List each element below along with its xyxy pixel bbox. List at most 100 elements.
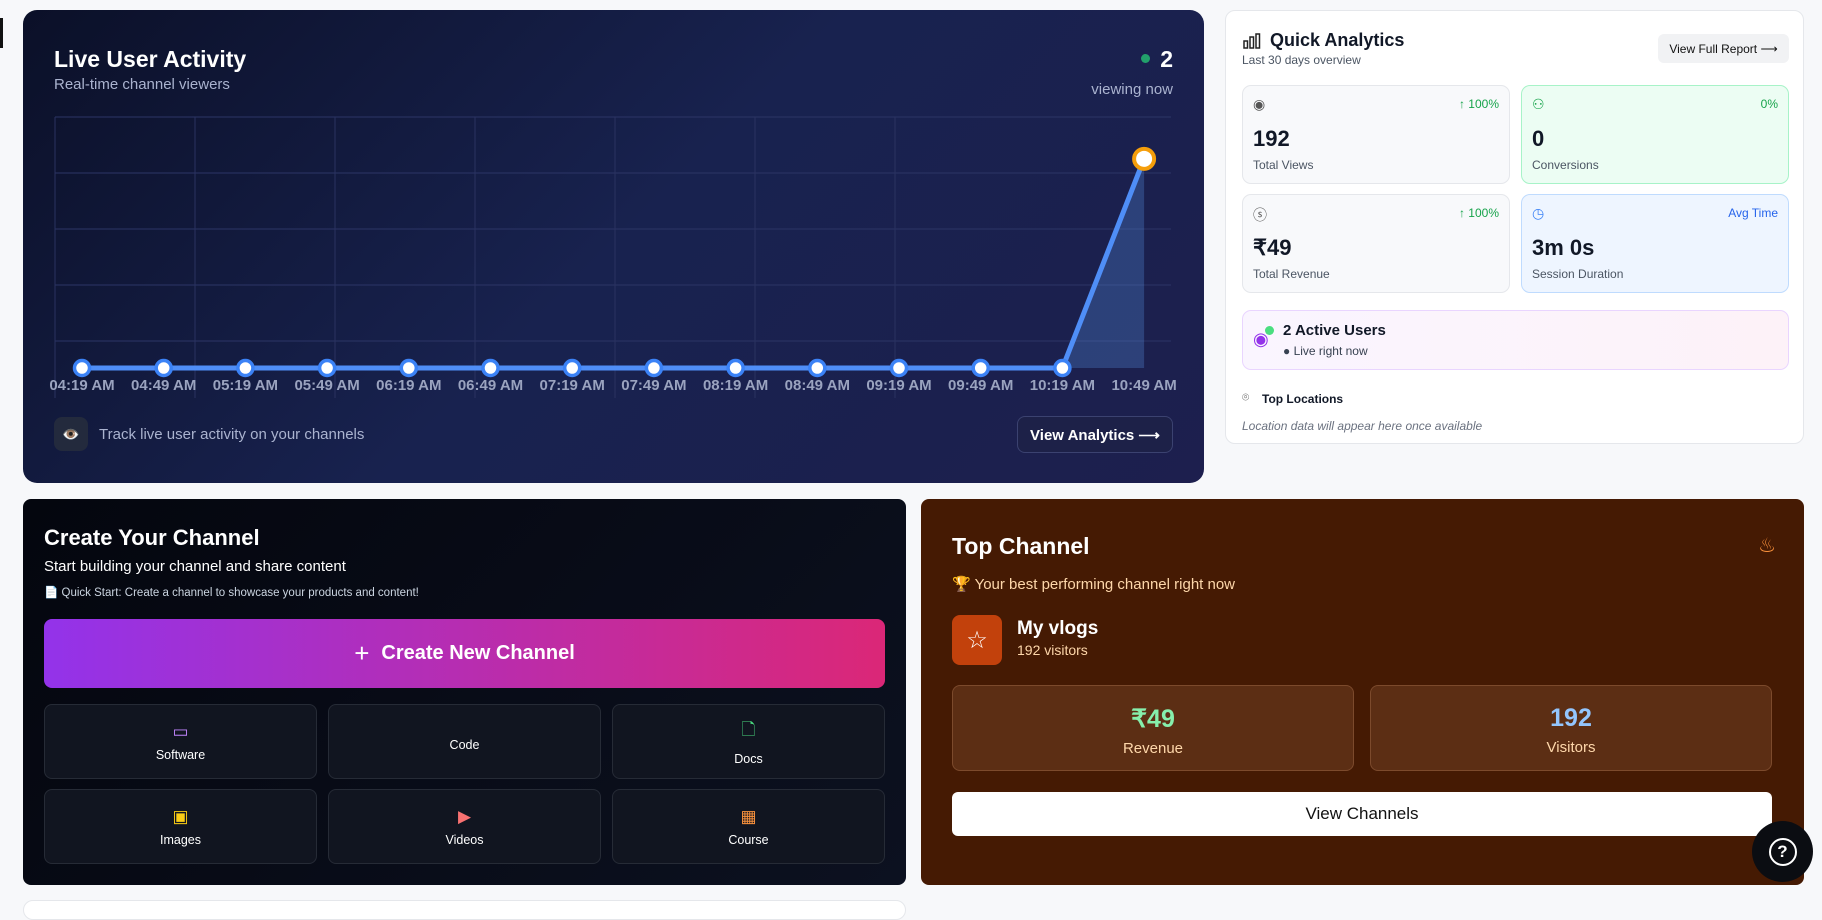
- channel-type-course[interactable]: ▦ Course: [612, 789, 885, 864]
- data-point: [236, 358, 255, 378]
- video-icon: ▶: [457, 806, 472, 826]
- value: 3m 0s: [1532, 235, 1595, 260]
- plus-icon: +: [354, 638, 370, 668]
- change: 0%: [1760, 97, 1778, 111]
- top-channel-panel: Top Channel ♨ 🏆 Your best performing cha…: [921, 499, 1804, 885]
- presentation-icon: ▦: [740, 806, 757, 826]
- panel-subtitle: Real-time channel viewers: [54, 76, 230, 93]
- dollar-icon: ⓢ: [1253, 207, 1267, 223]
- value: 192: [1253, 126, 1290, 151]
- channel-visitors: 192 visitors: [1017, 642, 1088, 658]
- change: Avg Time: [1728, 206, 1778, 220]
- subtitle-label: Your best performing channel right now: [974, 576, 1236, 593]
- viewing-count: 2: [1160, 46, 1173, 72]
- quick-start-text: 📄 Quick Start: Create a channel to showc…: [44, 585, 419, 599]
- label: Total Revenue: [1253, 267, 1330, 281]
- x-tick-label: 08:49 AM: [785, 377, 850, 394]
- clock-icon: ◷: [1532, 205, 1545, 221]
- x-tick-label: 07:19 AM: [540, 377, 605, 394]
- active-users: 2 Active Users: [1283, 322, 1386, 339]
- bar-chart-icon: [1243, 33, 1261, 49]
- revenue-label: Revenue: [1122, 740, 1184, 757]
- x-tick-label: 05:49 AM: [294, 377, 359, 394]
- top-locations-heading: Top Locations: [1262, 392, 1344, 406]
- quick-analytics-panel: Quick Analytics Last 30 days overview Vi…: [1225, 10, 1804, 444]
- x-tick-label: 06:19 AM: [376, 377, 441, 394]
- stat-card-views: ◉ ↑ 100% 192 Total Views: [1242, 85, 1510, 184]
- map-pin-icon: ⌾: [1242, 390, 1250, 404]
- revenue-stat: ₹49 Revenue: [952, 685, 1354, 771]
- x-tick-label: 07:49 AM: [621, 377, 686, 394]
- panel-subtitle: 🏆 Your best performing channel right now: [952, 575, 1235, 593]
- view-channels-button[interactable]: View Channels: [952, 792, 1772, 836]
- quick-start-label: Quick Start: Create a channel to showcas…: [61, 587, 419, 599]
- tile-label: Code: [449, 737, 480, 752]
- x-tick-label: 04:19 AM: [49, 377, 114, 394]
- button-label: Create New Channel: [381, 642, 575, 664]
- monitor-icon: ▭: [172, 721, 189, 741]
- view-analytics-button[interactable]: View Analytics ⟶: [1017, 416, 1173, 453]
- viewing-counter: 2 viewing now: [1091, 46, 1173, 98]
- visitors-stat: 192 Visitors: [1370, 685, 1772, 771]
- eye-icon: ◉: [1253, 329, 1269, 349]
- visitors-label: Visitors: [1546, 739, 1596, 756]
- create-new-channel-button[interactable]: + Create New Channel: [44, 619, 885, 688]
- channel-type-code[interactable]: Code: [328, 704, 601, 779]
- revenue-value: ₹49: [1131, 705, 1175, 733]
- next-card: [23, 900, 906, 920]
- visitors-value: 192: [1550, 704, 1592, 732]
- data-point: [1053, 358, 1072, 378]
- channel-type-images[interactable]: ▣ Images: [44, 789, 317, 864]
- tile-label: Images: [160, 832, 201, 847]
- data-point: [154, 358, 173, 378]
- stat-card-session: ◷ Avg Time 3m 0s Session Duration: [1521, 194, 1789, 293]
- channel-type-software[interactable]: ▭ Software: [44, 704, 317, 779]
- x-tick-label: 05:19 AM: [213, 377, 278, 394]
- help-button[interactable]: ?: [1752, 821, 1813, 882]
- file-icon: 🗋: [741, 720, 756, 739]
- eye-icon: ◉: [1253, 96, 1266, 112]
- live-dot-icon: [1141, 54, 1151, 63]
- panel-title: Create Your Channel: [44, 525, 260, 550]
- data-point: [562, 358, 582, 378]
- channel-type-docs[interactable]: 🗋 Docs: [612, 704, 885, 779]
- data-point: [726, 358, 745, 378]
- data-point: [808, 358, 827, 378]
- data-point: [399, 358, 419, 378]
- x-tick-label: 10:19 AM: [1030, 377, 1095, 394]
- active-users-box: ◉ 2 Active Users ● Live right now: [1242, 310, 1789, 370]
- tile-label: Course: [728, 832, 769, 847]
- x-tick-label: 08:19 AM: [703, 377, 768, 394]
- x-tick-label: 06:49 AM: [458, 377, 523, 394]
- view-full-report-button[interactable]: View Full Report ⟶: [1658, 34, 1789, 63]
- footer-text: Track live user activity on your channel…: [99, 426, 365, 443]
- image-icon: ▣: [172, 806, 189, 826]
- fire-icon: ♨: [1758, 535, 1776, 557]
- stat-card-revenue: ⓢ ↑ 100% ₹49 Total Revenue: [1242, 194, 1510, 293]
- change: ↑ 100%: [1458, 97, 1499, 111]
- panel-title: Quick Analytics: [1270, 30, 1405, 50]
- data-point: [317, 358, 337, 378]
- live-activity-panel: 04:19 AM 04:49 AM 05:19 AM 05:49 AM 06:19 AM…: [23, 10, 1204, 483]
- live-text: ● Live right now: [1283, 344, 1368, 358]
- x-tick-label: 04:49 AM: [131, 377, 196, 394]
- users-icon: ⚇: [1532, 96, 1545, 112]
- viewing-label: viewing now: [1091, 81, 1173, 98]
- data-point: [1132, 146, 1157, 171]
- channel-name[interactable]: My vlogs: [1017, 618, 1099, 639]
- channel-type-videos[interactable]: ▶ Videos: [328, 789, 601, 864]
- label: Total Views: [1253, 158, 1314, 172]
- data-point: [971, 358, 990, 378]
- label: Session Duration: [1532, 267, 1624, 281]
- panel-title: Live User Activity: [54, 46, 247, 72]
- change: ↑ 100%: [1458, 206, 1499, 220]
- eye-icon: 👁️: [54, 417, 88, 451]
- label: Conversions: [1532, 158, 1599, 172]
- locations-empty-text: Location data will appear here once avai…: [1242, 419, 1483, 433]
- data-point: [481, 358, 500, 378]
- value: ₹49: [1253, 235, 1292, 260]
- question-icon: ?: [1768, 837, 1797, 866]
- edge-marker: [0, 18, 3, 48]
- stat-card-conversions: ⚇ 0% 0 Conversions: [1521, 85, 1789, 184]
- document-icon: 📄: [44, 587, 62, 599]
